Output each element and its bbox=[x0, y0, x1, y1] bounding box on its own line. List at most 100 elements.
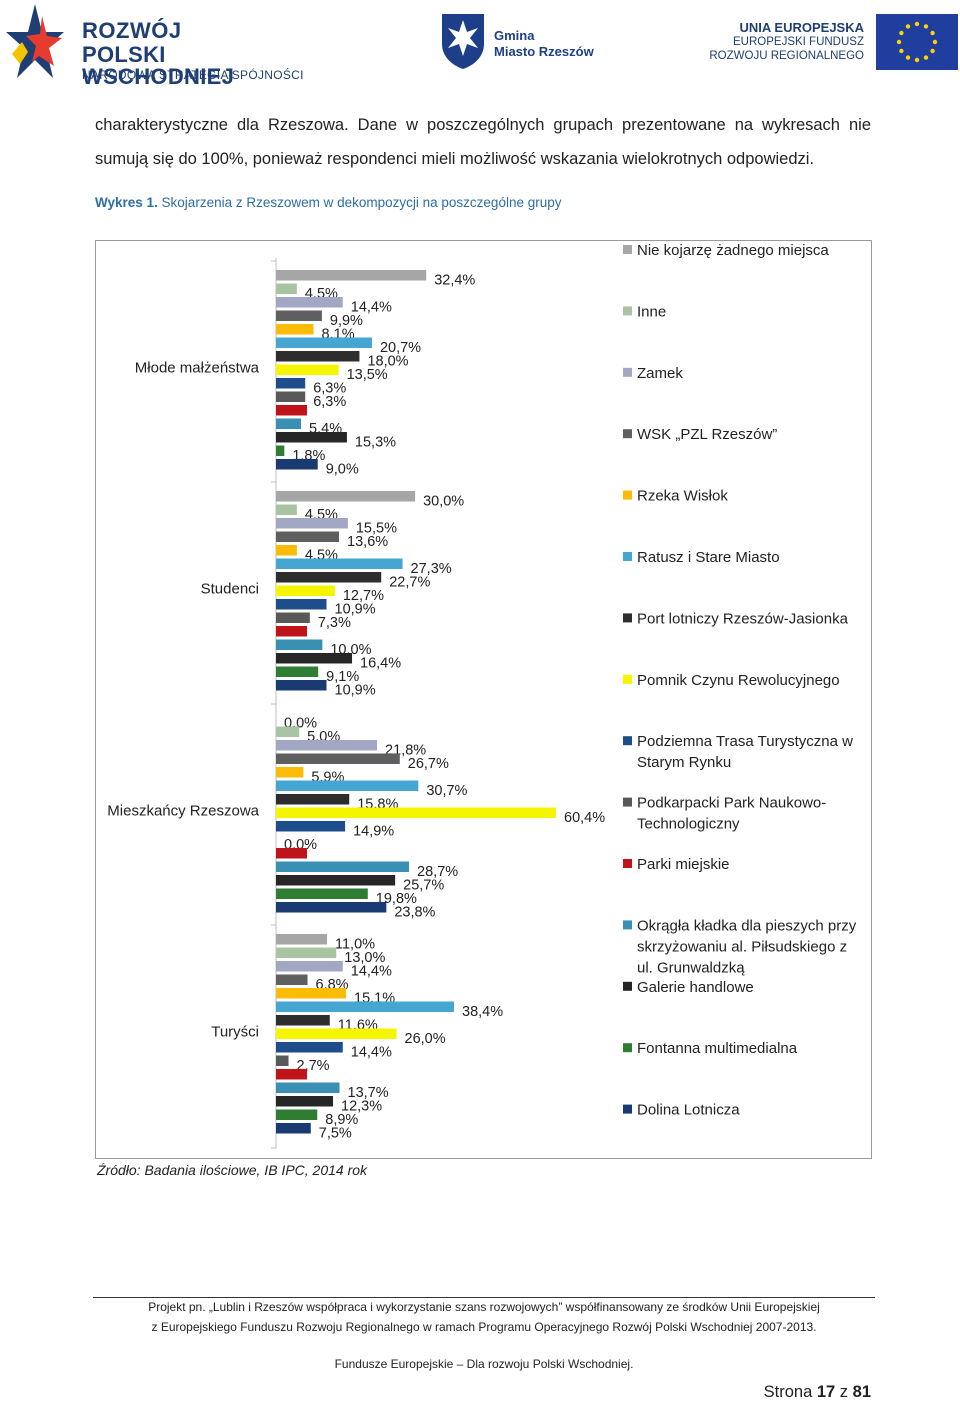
bar bbox=[276, 599, 327, 610]
bar bbox=[276, 418, 302, 429]
data-label: 26,7% bbox=[408, 756, 449, 772]
bar bbox=[276, 947, 337, 958]
data-label: 10,9% bbox=[335, 683, 376, 699]
bar bbox=[276, 364, 339, 375]
star-emblem-icon bbox=[6, 4, 64, 78]
logo-left-line2: POLSKI WSCHODNIEJ bbox=[82, 42, 235, 89]
legend-swatch bbox=[623, 1043, 632, 1053]
legend-swatch bbox=[623, 490, 632, 500]
page-prefix: Strona bbox=[763, 1383, 817, 1401]
data-label: 14,4% bbox=[351, 964, 392, 980]
data-label: 32,4% bbox=[434, 273, 475, 289]
chart-caption-prefix: Wykres 1. bbox=[95, 195, 158, 210]
legend-label: Okrągła kładka dla pieszych przy bbox=[637, 917, 857, 934]
legend-label: Zamek bbox=[637, 365, 683, 382]
data-label: 20,7% bbox=[380, 340, 421, 356]
bar bbox=[276, 572, 382, 583]
data-label: 13,7% bbox=[348, 1085, 389, 1101]
data-label: 23,8% bbox=[394, 905, 435, 921]
bar bbox=[276, 1069, 307, 1080]
legend-swatch bbox=[623, 367, 632, 377]
bar bbox=[276, 585, 335, 596]
bar bbox=[276, 459, 318, 470]
data-label: 30,7% bbox=[426, 783, 467, 799]
legend-label: Port lotniczy Rzeszów-Jasionka bbox=[637, 610, 849, 627]
bar bbox=[276, 270, 427, 281]
data-label: 13,0% bbox=[344, 950, 385, 966]
chart-frame bbox=[95, 240, 872, 1159]
bar bbox=[276, 283, 297, 294]
legend-label: Ratusz i Stare Miasto bbox=[637, 549, 780, 566]
data-label: 9,1% bbox=[326, 669, 359, 685]
data-label: 7,5% bbox=[319, 1126, 352, 1142]
bar bbox=[276, 653, 353, 664]
data-label: 28,7% bbox=[417, 864, 458, 880]
data-label: 7,3% bbox=[318, 615, 351, 631]
chart-caption: Wykres 1. Skojarzenia z Rzeszowem w deko… bbox=[95, 195, 562, 210]
gmina-miasto-rzeszow-logo: Gmina Miasto Rzeszów bbox=[440, 12, 610, 72]
logo-right-line2: EUROPEJSKI FUNDUSZ bbox=[733, 36, 864, 48]
data-label: 15,3% bbox=[355, 435, 396, 451]
legend-swatch bbox=[623, 429, 632, 439]
data-label: 10,9% bbox=[335, 602, 376, 618]
category-label: Młode małżeństwa bbox=[135, 359, 260, 376]
legend-swatch bbox=[623, 981, 632, 991]
data-label: 22,7% bbox=[389, 575, 430, 591]
data-label: 14,4% bbox=[351, 300, 392, 316]
legend-label: Pomnik Czynu Rewolucyjnego bbox=[637, 672, 840, 689]
legend-swatch bbox=[623, 1104, 632, 1114]
data-label: 25,7% bbox=[403, 878, 444, 894]
logo-mid-line1: Gmina bbox=[494, 28, 535, 43]
bar bbox=[276, 351, 360, 362]
data-label: 14,9% bbox=[353, 824, 394, 840]
page-mid: z bbox=[835, 1383, 853, 1401]
data-label: 15,5% bbox=[356, 521, 397, 537]
bar bbox=[276, 391, 306, 402]
body-paragraph: charakterystyczne dla Rzeszowa. Dane w p… bbox=[95, 108, 871, 176]
bar bbox=[276, 1015, 330, 1026]
legend-label: Inne bbox=[637, 303, 666, 320]
bar bbox=[276, 445, 285, 456]
bar bbox=[276, 961, 343, 972]
data-label: 13,5% bbox=[347, 367, 388, 383]
data-label: 6,3% bbox=[313, 381, 346, 397]
bar bbox=[276, 726, 300, 737]
legend-swatch bbox=[623, 920, 632, 930]
data-label: 14,4% bbox=[351, 1045, 392, 1061]
bar bbox=[276, 1042, 343, 1053]
category-label: Studenci bbox=[201, 580, 259, 597]
legend-swatch bbox=[623, 736, 632, 746]
page-number: Strona 17 z 81 bbox=[764, 1383, 871, 1402]
data-label: 26,0% bbox=[405, 1031, 446, 1047]
data-label: 9,9% bbox=[330, 313, 363, 329]
data-label: 12,7% bbox=[343, 588, 384, 604]
legend-label: Starym Rynku bbox=[637, 754, 731, 771]
legend-label: skrzyżowaniu al. Piłsudskiego z bbox=[637, 938, 847, 955]
legend-swatch bbox=[623, 306, 632, 316]
bar bbox=[276, 1028, 397, 1039]
data-label: 8,9% bbox=[325, 1112, 358, 1128]
data-label: 11,0% bbox=[335, 937, 375, 953]
bar bbox=[276, 518, 348, 529]
legend-label: Fontanna multimedialna bbox=[637, 1040, 798, 1057]
bar bbox=[276, 337, 372, 348]
legend-label: Podziemna Trasa Turystyczna w bbox=[637, 733, 853, 750]
data-label: 12,3% bbox=[341, 1099, 382, 1115]
data-label: 6,3% bbox=[313, 394, 346, 410]
bar bbox=[276, 405, 307, 416]
bar bbox=[276, 545, 297, 556]
legend-swatch bbox=[623, 859, 632, 868]
bar bbox=[276, 1001, 455, 1012]
bar bbox=[276, 378, 306, 389]
bar bbox=[276, 974, 308, 985]
body-line-1: charakterystyczne dla Rzeszowa. Dane w p… bbox=[95, 116, 871, 134]
legend-swatch bbox=[623, 613, 632, 623]
legend-label: Podkarpacki Park Naukowo- bbox=[637, 795, 826, 812]
legend-swatch bbox=[623, 245, 632, 254]
logo-right-line3: ROZWOJU REGIONALNEGO bbox=[709, 50, 864, 62]
page-current: 17 bbox=[816, 1383, 836, 1401]
source-note: Źródło: Badania ilościowe, IB IPC, 2014 … bbox=[97, 1162, 368, 1178]
legend-label: Rzeka Wisłok bbox=[637, 488, 728, 505]
chart-caption-text: Skojarzenia z Rzeszowem w dekompozycji n… bbox=[157, 195, 562, 210]
bar bbox=[276, 821, 346, 832]
